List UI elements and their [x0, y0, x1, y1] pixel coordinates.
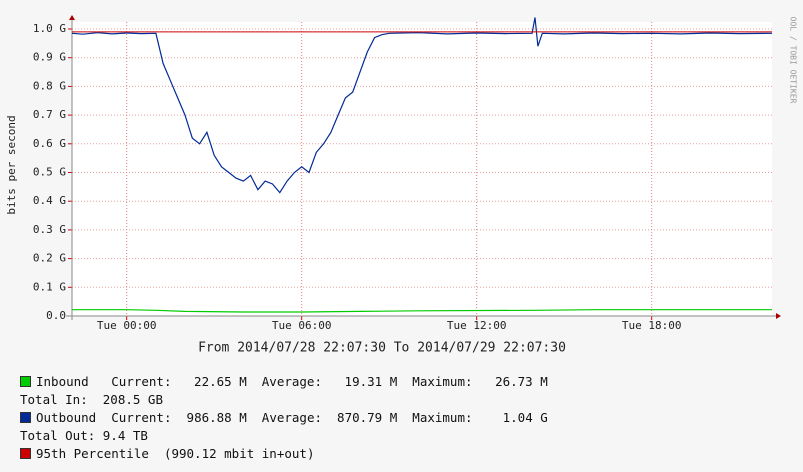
y-tick-label: 0.7 G: [33, 108, 66, 121]
x-tick-label: Tue 00:00: [97, 319, 157, 332]
legend-total-text: Total In: 208.5 GB: [20, 392, 163, 407]
x-tick-label: Tue 12:00: [447, 319, 507, 332]
legend-stats: Current: 986.88 M Average: 870.79 M Maxi…: [111, 410, 548, 425]
chart: bits per second OOL / TOBI OETIKER From …: [5, 15, 798, 356]
watermark: OOL / TOBI OETIKER: [789, 17, 798, 104]
legend-outbound: Outbound Current: 986.88 M Average: 870.…: [20, 410, 548, 425]
y-tick-label: 0.0: [46, 309, 66, 322]
y-tick-label: 0.9 G: [33, 51, 66, 64]
legend-total: Total Out: 9.4 TB: [20, 428, 148, 443]
legend-stats: Current: 22.65 M Average: 19.31 M Maximu…: [111, 374, 548, 389]
x-tick-label: Tue 18:00: [622, 319, 682, 332]
x-axis-arrow: [776, 313, 781, 319]
legend-swatch: [20, 376, 31, 387]
y-tick-label: 0.3 G: [33, 223, 66, 236]
legend-name: Inbound: [36, 374, 89, 389]
y-tick-label: 0.4 G: [33, 194, 66, 207]
legend-inbound: Inbound Current: 22.65 M Average: 19.31 …: [20, 374, 548, 389]
legend-total: Total In: 208.5 GB: [20, 392, 163, 407]
x-tick-label: Tue 06:00: [272, 319, 332, 332]
legend-name: 95th Percentile: [36, 446, 149, 461]
legend-percentile: 95th Percentile (990.12 mbit in+out): [20, 446, 314, 461]
series-line: [71, 17, 773, 194]
legend-swatch: [20, 448, 31, 459]
legend-note: (990.12 mbit in+out): [163, 446, 315, 461]
y-tick-label: 0.5 G: [33, 166, 66, 179]
y-axis-label: bits per second: [5, 115, 18, 214]
y-tick-label: 0.1 G: [33, 280, 66, 293]
legend-name: Outbound: [36, 410, 97, 425]
legend-total-text: Total Out: 9.4 TB: [20, 428, 148, 443]
y-axis-arrow: [69, 15, 75, 20]
y-tick-label: 0.8 G: [33, 79, 66, 92]
series-line: [72, 309, 772, 313]
plot-area: [72, 22, 772, 316]
legend-swatch: [20, 412, 31, 423]
subtitle: From 2014/07/28 22:07:30 To 2014/07/29 2…: [198, 341, 566, 356]
y-tick-label: 0.2 G: [33, 252, 66, 265]
y-tick-label: 0.6 G: [33, 137, 66, 150]
y-tick-label: 1.0 G: [33, 22, 66, 35]
